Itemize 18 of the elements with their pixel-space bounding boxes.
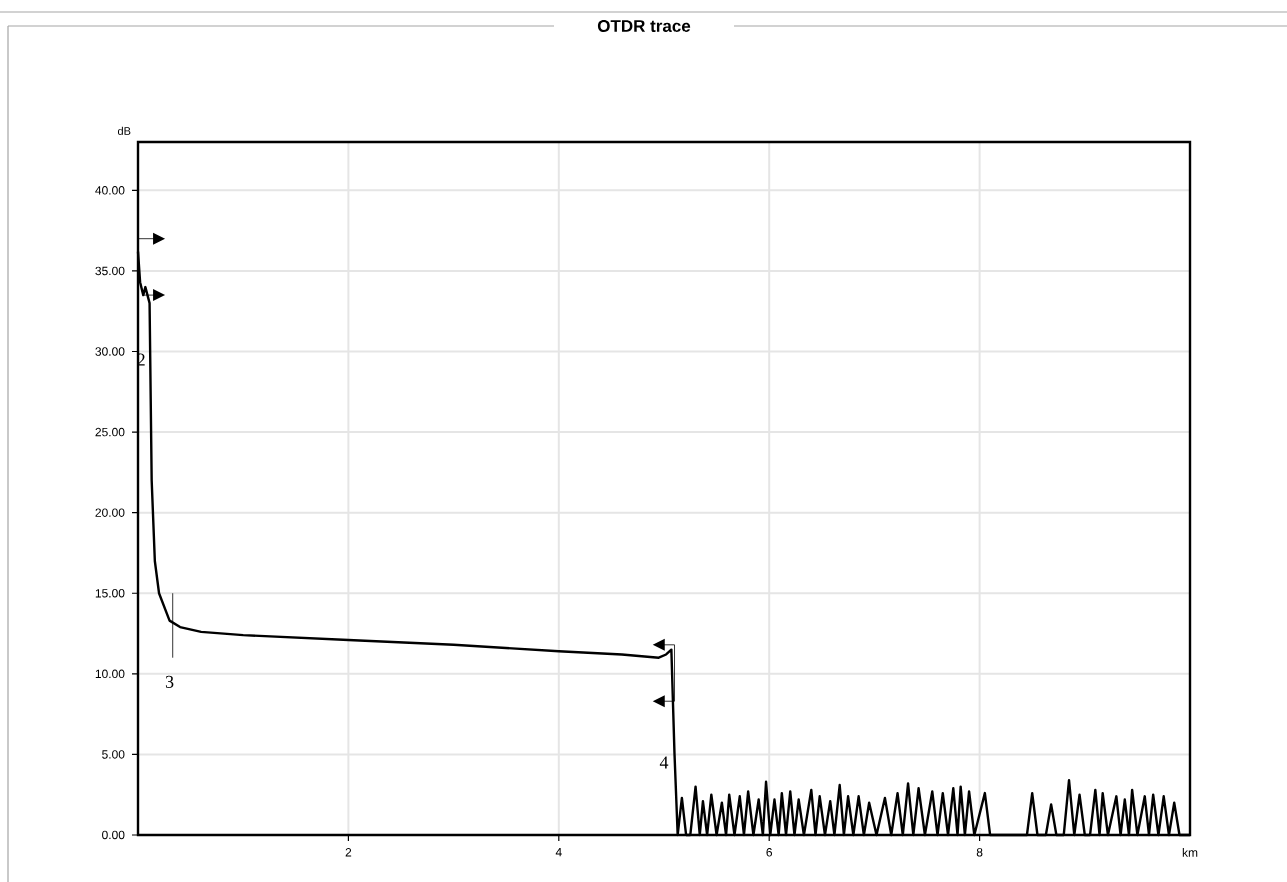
x-axis-title: km bbox=[1182, 848, 1198, 857]
y-tick-label: 15.00 bbox=[95, 589, 125, 598]
x-tick-label: 8 bbox=[976, 848, 983, 857]
chart-title: OTDR trace bbox=[597, 19, 691, 32]
x-tick-label: 6 bbox=[766, 848, 773, 857]
annotation: 4 bbox=[659, 756, 669, 769]
x-tick-label: 2 bbox=[345, 848, 352, 857]
x-tick-label: 4 bbox=[555, 848, 562, 857]
y-tick-label: 20.00 bbox=[95, 508, 125, 517]
y-tick-label: 30.00 bbox=[95, 347, 125, 356]
y-tick-label: 25.00 bbox=[95, 427, 125, 437]
y-tick-label: 40.00 bbox=[95, 186, 125, 195]
y-tick-label: 35.00 bbox=[95, 266, 125, 276]
annotation: 3 bbox=[165, 675, 174, 688]
y-tick-label: 0.00 bbox=[102, 830, 125, 840]
y-tick-label: 5.00 bbox=[102, 750, 125, 759]
y-tick-label: 10.00 bbox=[95, 669, 125, 679]
y-axis-title: dB bbox=[117, 126, 131, 135]
